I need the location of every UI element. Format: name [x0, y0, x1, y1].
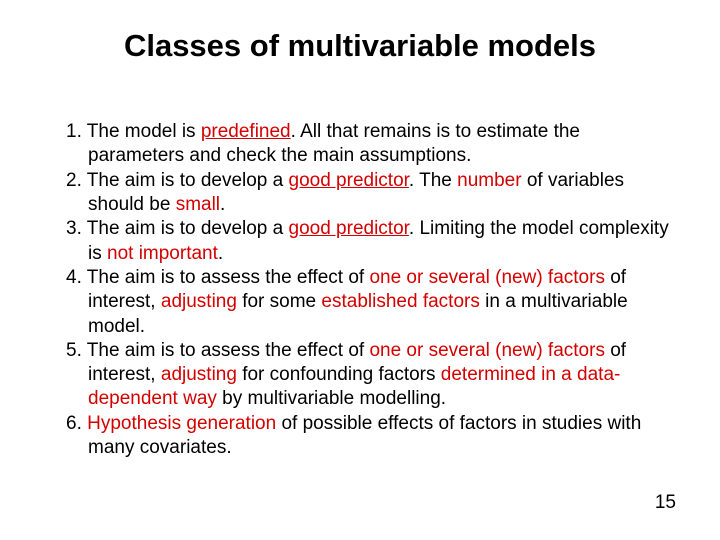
item-number: 3. — [66, 218, 87, 239]
slide: Classes of multivariable models 1. The m… — [0, 0, 720, 540]
list-item: 4. The aim is to assess the effect of on… — [44, 266, 676, 339]
item-text: . — [218, 243, 223, 264]
list-item: 6. Hypothesis generation of possible eff… — [44, 412, 676, 461]
item-emphasis: established factors — [321, 291, 479, 312]
item-number: 1. — [66, 121, 87, 142]
item-text: for confounding factors — [237, 364, 441, 385]
item-emphasis: not important — [107, 243, 218, 264]
page-number: 15 — [655, 492, 676, 514]
item-text: The aim is to assess the effect of — [87, 340, 370, 361]
item-text: The aim is to assess the effect of — [87, 267, 370, 288]
item-text: . — [220, 194, 225, 215]
item-emphasis: adjusting — [161, 364, 237, 385]
list-item: 1. The model is predefined. All that rem… — [44, 120, 676, 169]
item-emphasis: small — [176, 194, 220, 215]
slide-title: Classes of multivariable models — [0, 28, 720, 64]
item-emphasis: one or several (new) factors — [369, 267, 605, 288]
item-emphasis: good predictor — [289, 170, 409, 191]
list-item: 2. The aim is to develop a good predicto… — [44, 169, 676, 218]
item-number: 5. — [66, 340, 87, 361]
item-text: The aim is to develop a — [87, 218, 289, 239]
item-text: by multivariable modelling. — [217, 388, 446, 409]
item-text: The model is — [87, 121, 201, 142]
item-text: for some — [237, 291, 321, 312]
slide-body: 1. The model is predefined. All that rem… — [44, 120, 676, 460]
item-number: 4. — [66, 267, 87, 288]
item-emphasis: good predictor — [289, 218, 409, 239]
item-text: . The — [409, 170, 457, 191]
list-item: 3. The aim is to develop a good predicto… — [44, 217, 676, 266]
item-number: 6. — [66, 413, 87, 434]
item-emphasis: Hypothesis generation — [87, 413, 276, 434]
item-emphasis: adjusting — [161, 291, 237, 312]
list-item: 5. The aim is to assess the effect of on… — [44, 339, 676, 412]
item-emphasis: one or several (new) factors — [369, 340, 605, 361]
item-emphasis: number — [457, 170, 521, 191]
item-number: 2. — [66, 170, 87, 191]
item-emphasis: predefined — [201, 121, 291, 142]
item-text: The aim is to develop a — [87, 170, 289, 191]
